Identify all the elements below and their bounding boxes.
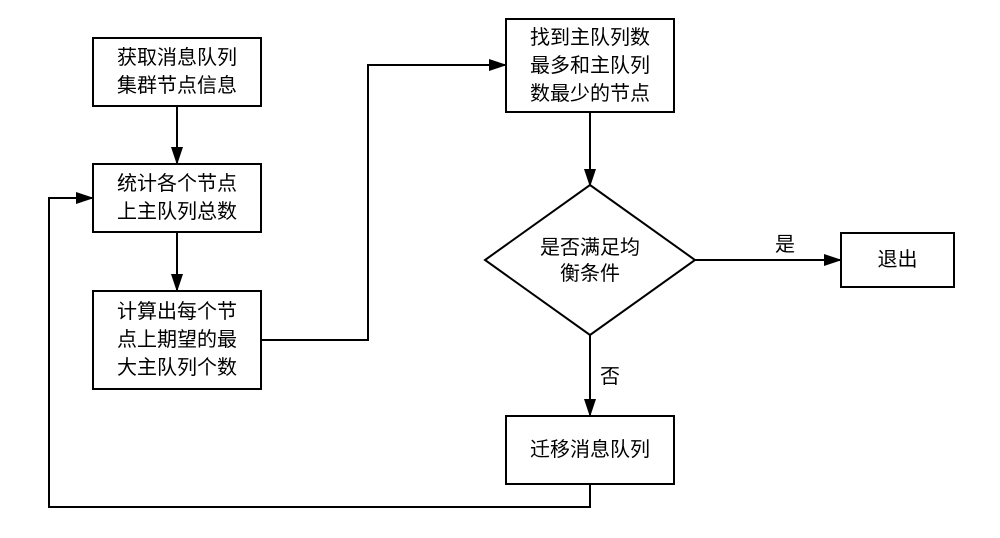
node-exit: 退出 — [840, 232, 955, 288]
edge-label-no: 否 — [600, 360, 620, 389]
node-label: 找到主队列数最多和主队列数最少的节点 — [530, 24, 650, 108]
edge-label-yes: 是 — [775, 228, 795, 257]
node-label: 是否满足均衡条件 — [540, 237, 640, 285]
node-label: 迁移消息队列 — [530, 436, 650, 464]
node-balance-decision: 是否满足均衡条件 — [530, 235, 650, 287]
node-label: 统计各个节点上主队列总数 — [117, 170, 237, 226]
node-find-max-min: 找到主队列数最多和主队列数最少的节点 — [505, 18, 675, 113]
node-count-main-queues: 统计各个节点上主队列总数 — [92, 163, 262, 233]
flowchart-canvas: 获取消息队列集群节点信息 统计各个节点上主队列总数 计算出每个节点上期望的最大主… — [0, 0, 1000, 538]
node-label: 获取消息队列集群节点信息 — [117, 44, 237, 100]
node-migrate-queue: 迁移消息队列 — [505, 415, 675, 485]
node-label: 退出 — [878, 246, 918, 274]
node-calc-expected-max: 计算出每个节点上期望的最大主队列个数 — [92, 290, 262, 390]
node-label: 计算出每个节点上期望的最大主队列个数 — [117, 298, 237, 382]
node-get-cluster-info: 获取消息队列集群节点信息 — [92, 37, 262, 107]
